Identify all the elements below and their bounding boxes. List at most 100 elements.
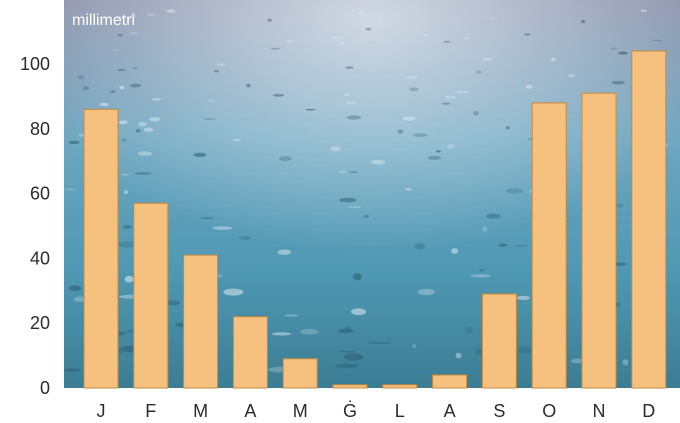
raindrop-ripple: [339, 41, 345, 45]
raindrop-ripple: [267, 18, 272, 22]
bar-4: [232, 316, 268, 389]
raindrop-ripple: [412, 344, 417, 349]
raindrop-ripple: [212, 226, 233, 230]
raindrop-ripple: [405, 188, 412, 191]
y-tick-label: 80: [30, 119, 50, 139]
raindrop-ripple: [124, 275, 134, 283]
raindrop-ripple: [455, 352, 462, 359]
raindrop-ripple: [368, 342, 393, 344]
raindrop-ripple: [335, 363, 359, 369]
raindrop-ripple: [581, 19, 586, 24]
raindrop-ripple: [610, 47, 618, 50]
raindrop-ripple: [99, 102, 109, 107]
raindrop-ripple: [202, 117, 216, 120]
raindrop-ripple: [479, 268, 484, 272]
bar-9: [481, 293, 517, 389]
raindrop-ripple: [622, 359, 629, 366]
raindrop-ripple: [152, 98, 162, 101]
x-tick-label: N: [593, 401, 606, 421]
x-tick-label: S: [493, 401, 505, 421]
y-axis-ticks: 0 20 40 60 80 100: [20, 54, 50, 398]
raindrop-ripple: [64, 188, 76, 191]
raindrop-ripple: [137, 151, 152, 156]
y-axis-unit-label: millimetri: [72, 12, 135, 29]
raindrop-ripple: [615, 203, 624, 208]
bar-3: [183, 254, 219, 389]
raindrop-ripple: [567, 74, 576, 77]
bar-1: [83, 108, 119, 389]
raindrop-ripple: [339, 197, 357, 203]
raindrop-ripple: [330, 36, 342, 40]
bar-2: [133, 202, 169, 389]
raindrop-ripple: [351, 308, 367, 316]
raindrop-ripple: [143, 127, 154, 132]
raindrop-ripple: [117, 241, 138, 248]
raindrop-ripple: [117, 34, 123, 37]
y-tick-label: 20: [30, 313, 50, 333]
raindrop-ripple: [113, 49, 119, 52]
raindrop-ripple: [443, 40, 451, 43]
bar-7: [382, 384, 418, 389]
raindrop-ripple: [518, 346, 533, 354]
raindrop-ripple: [130, 83, 142, 88]
y-tick-label: 100: [20, 54, 50, 74]
raindrop-ripple: [284, 314, 299, 317]
raindrop-ripple: [358, 11, 364, 15]
raindrop-ripple: [441, 102, 451, 105]
raindrop-ripple: [121, 138, 127, 141]
bar-12: [631, 50, 667, 389]
raindrop-ripple: [422, 34, 429, 37]
x-tick-label: M: [193, 401, 208, 421]
raindrop-ripple: [370, 159, 386, 165]
raindrop-ripple: [238, 236, 252, 240]
raindrop-ripple: [338, 170, 347, 173]
raindrop-ripple: [74, 296, 87, 303]
raindrop-ripple: [397, 129, 404, 134]
raindrop-ripple: [344, 93, 351, 96]
raindrop-ripple: [270, 47, 281, 50]
raindrop-ripple: [474, 348, 483, 356]
raindrop-ripple: [406, 76, 419, 79]
x-tick-label: O: [542, 401, 556, 421]
raindrop-ripple: [166, 9, 176, 13]
raindrop-ripple: [618, 51, 628, 55]
raindrop-ripple: [652, 39, 663, 42]
raindrop-ripple: [344, 101, 357, 104]
raindrop-ripple: [343, 353, 364, 361]
raindrop-ripple: [463, 37, 471, 40]
raindrop-ripple: [277, 249, 292, 255]
raindrop-ripple: [348, 171, 358, 174]
raindrop-ripple: [470, 274, 491, 278]
raindrop-ripple: [345, 326, 352, 331]
bar-series: [83, 50, 667, 389]
raindrop-ripple: [138, 122, 147, 127]
raindrop-ripple: [414, 243, 426, 250]
raindrop-ripple: [476, 70, 482, 74]
bar-10: [531, 102, 567, 389]
raindrop-ripple: [516, 295, 531, 300]
raindrop-ripple: [482, 226, 488, 232]
raindrop-ripple: [132, 67, 138, 70]
raindrop-ripple: [347, 206, 362, 209]
raindrop-ripple: [120, 173, 130, 176]
x-tick-label: A: [444, 401, 456, 421]
raindrop-ripple: [571, 358, 584, 364]
x-tick-label: Ġ: [343, 400, 357, 421]
raindrop-ripple: [409, 87, 419, 92]
raindrop-ripple: [337, 328, 354, 334]
x-tick-label: M: [293, 401, 308, 421]
raindrop-ripple: [122, 224, 132, 229]
raindrop-ripple: [447, 143, 455, 149]
raindrop-ripple: [77, 75, 85, 80]
raindrop-ripple: [118, 120, 128, 125]
raindrop-ripple: [115, 16, 124, 20]
raindrop-ripple: [365, 27, 372, 31]
raindrop-ripple: [330, 146, 341, 152]
raindrop-ripple: [213, 70, 220, 73]
raindrop-ripple: [272, 93, 285, 97]
raindrop-ripple: [63, 368, 82, 372]
raindrop-ripple: [134, 172, 152, 175]
raindrop-ripple: [165, 300, 181, 306]
raindrop-ripple: [68, 140, 80, 144]
